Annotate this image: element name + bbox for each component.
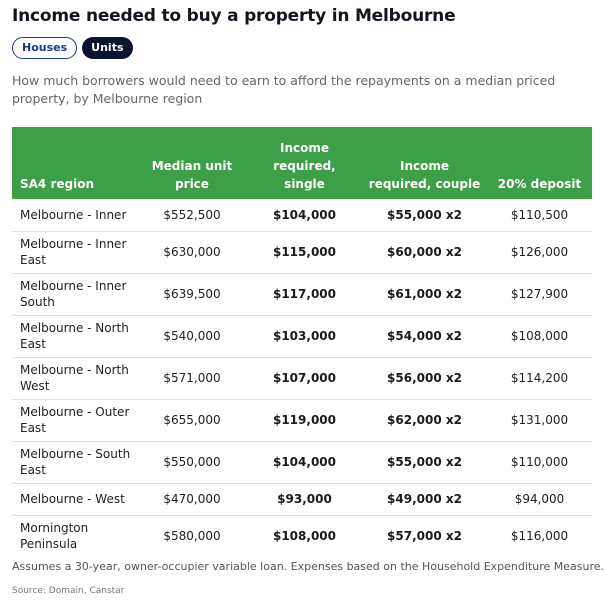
houses-toggle-button[interactable]: Houses bbox=[12, 37, 78, 59]
median-price-cell: $470,000 bbox=[163, 492, 221, 506]
table-body: Melbourne - Inner $552,500 $104,000 $55,000… bbox=[12, 199, 592, 557]
column-header-income-single: Income required, single bbox=[273, 141, 336, 191]
income-single-cell: $115,000 bbox=[272, 245, 336, 259]
table-header-row: SA4 region Median unit price Income requ… bbox=[12, 127, 592, 199]
subtitle: How much borrowers would need to earn to… bbox=[12, 73, 556, 106]
table-row: Melbourne - West $470,000 $93,000 $49,000 x… bbox=[12, 483, 592, 515]
median-price-cell: $655,000 bbox=[163, 413, 221, 427]
income-couple-cell: $60,000 x2 bbox=[387, 245, 462, 259]
income-couple-cell: $49,000 x2 bbox=[387, 492, 462, 506]
deposit-cell: $114,200 bbox=[510, 371, 569, 385]
income-single-cell: $117,000 bbox=[272, 287, 336, 301]
deposit-cell: $126,000 bbox=[510, 245, 569, 259]
page-title: Income needed to buy a property in Melbo… bbox=[12, 6, 456, 26]
column-header-deposit: 20% deposit bbox=[497, 177, 582, 191]
table-row: Melbourne - North East $540,000 $103,000 $5… bbox=[12, 315, 592, 357]
income-single-cell: $93,000 bbox=[277, 492, 332, 506]
region-cell: Melbourne - Inner South bbox=[20, 279, 127, 309]
income-single-cell: $103,000 bbox=[272, 329, 336, 343]
units-toggle-button[interactable]: Units bbox=[82, 37, 133, 59]
income-couple-cell: $61,000 x2 bbox=[387, 287, 462, 301]
deposit-cell: $127,900 bbox=[510, 287, 569, 301]
deposit-cell: $110,000 bbox=[510, 455, 569, 469]
income-single-cell: $104,000 bbox=[272, 207, 336, 222]
median-price-cell: $571,000 bbox=[163, 371, 221, 385]
column-header-region: SA4 region bbox=[20, 177, 95, 191]
income-couple-cell: $56,000 x2 bbox=[387, 371, 462, 385]
deposit-cell: $94,000 bbox=[514, 492, 565, 506]
median-price-cell: $550,000 bbox=[163, 455, 221, 469]
income-couple-cell: $54,000 x2 bbox=[387, 329, 462, 343]
income-single-cell: $119,000 bbox=[272, 413, 336, 427]
median-price-cell: $580,000 bbox=[163, 529, 221, 544]
income-single-cell: $107,000 bbox=[272, 371, 336, 385]
median-price-cell: $540,000 bbox=[163, 329, 221, 343]
footnote: Assumes a 30-year, owner-occupier variab… bbox=[12, 560, 605, 573]
deposit-cell: $108,000 bbox=[510, 329, 569, 343]
region-cell: Melbourne - Outer East bbox=[20, 405, 130, 435]
region-cell: Mornington Peninsula bbox=[20, 521, 89, 552]
income-couple-cell: $62,000 x2 bbox=[387, 413, 462, 427]
deposit-cell: $110,500 bbox=[510, 207, 569, 222]
deposit-cell: $116,000 bbox=[510, 529, 569, 544]
source-note: Source: Domain, Canstar bbox=[12, 586, 125, 596]
table-row: Melbourne - Inner East $630,000 $115,000 $6… bbox=[12, 231, 592, 273]
property-type-toggle: Houses Units bbox=[12, 37, 133, 59]
region-cell: Melbourne - South East bbox=[20, 447, 131, 477]
income-table: SA4 region Median unit price Income requ… bbox=[12, 127, 592, 557]
region-cell: Melbourne - North East bbox=[20, 321, 129, 351]
table-row: Melbourne - Outer East $655,000 $119,000 $6… bbox=[12, 399, 592, 441]
income-couple-cell: $57,000 x2 bbox=[387, 529, 462, 544]
income-couple-cell: $55,000 x2 bbox=[387, 207, 462, 222]
median-price-cell: $639,500 bbox=[163, 287, 221, 301]
table-row: Melbourne - North West $571,000 $107,000 $5… bbox=[12, 357, 592, 399]
table-row: Mornington Peninsula $580,000 $108,000 $57,… bbox=[12, 515, 592, 557]
region-cell: Melbourne - North West bbox=[20, 363, 129, 393]
deposit-cell: $131,000 bbox=[510, 413, 569, 427]
income-single-cell: $108,000 bbox=[272, 529, 336, 544]
table-row: Melbourne - South East $550,000 $104,000 $5… bbox=[12, 441, 592, 483]
column-header-median-price: Median unit price bbox=[151, 159, 233, 191]
table-row: Melbourne - Inner $552,500 $104,000 $55,000… bbox=[12, 199, 592, 231]
median-price-cell: $630,000 bbox=[163, 245, 221, 259]
median-price-cell: $552,500 bbox=[163, 207, 221, 222]
income-single-cell: $104,000 bbox=[272, 455, 336, 469]
region-cell: Melbourne - Inner bbox=[20, 207, 127, 222]
region-cell: Melbourne - Inner East bbox=[20, 237, 127, 267]
table-row: Melbourne - Inner South $639,500 $117,000 $… bbox=[12, 273, 592, 315]
region-cell: Melbourne - West bbox=[20, 492, 125, 506]
column-header-income-couple: Income required, couple bbox=[368, 159, 481, 191]
income-couple-cell: $55,000 x2 bbox=[387, 455, 462, 469]
